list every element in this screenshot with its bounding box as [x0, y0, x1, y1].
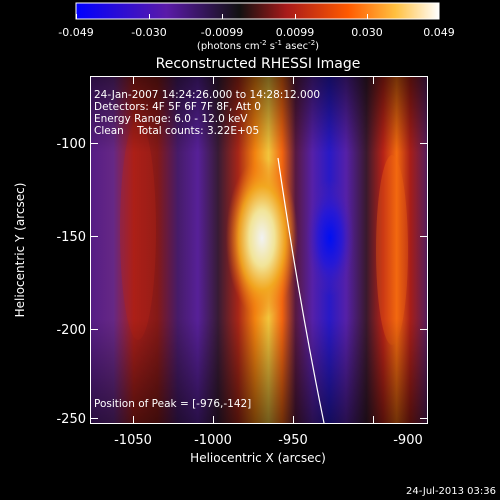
plot-title: Reconstructed RHESSI Image	[156, 56, 361, 72]
info-line: Clean Total counts: 3.22E+05	[94, 125, 259, 137]
info-block: 24-Jan-2007 14:24:26.000 to 14:28:12.000…	[94, 89, 320, 137]
info-line: Detectors: 4F 5F 6F 7F 8F, Att 0	[94, 101, 261, 113]
x-axis-label: Heliocentric X (arcsec)	[190, 451, 326, 465]
x-tick-label: -1050	[114, 433, 152, 448]
x-tick-label: -900	[393, 433, 423, 448]
colorbar-gradient	[75, 2, 440, 20]
y-tick-label: -100	[56, 137, 86, 152]
info-line: 24-Jan-2007 14:24:26.000 to 14:28:12.000	[94, 89, 320, 101]
colorbar-tick-label: 0.0099	[276, 26, 315, 39]
colorbar-tick-label: 0.049	[423, 26, 455, 39]
rhessi-image	[90, 76, 427, 423]
x-tick-label: -1000	[194, 433, 232, 448]
colorbar-tick-label: 0.030	[351, 26, 383, 39]
y-ticks	[91, 143, 427, 419]
y-tick-label: -150	[56, 230, 86, 245]
colorbar-tick-label: -0.030	[131, 26, 166, 39]
footer-date: 24-Jul-2013 03:36	[406, 486, 496, 497]
solar-limb-line	[277, 157, 325, 423]
y-tick-label: -200	[56, 323, 86, 338]
x-tick-label: -950	[278, 433, 308, 448]
colorbar-unit-label: (photons cm-2 s-1 asec-2)	[197, 39, 319, 52]
plot-frame	[90, 76, 428, 424]
colorbar-tick-label: -0.049	[58, 26, 93, 39]
colorbar: -0.049 -0.030 -0.0099 0.0099 0.030 0.049…	[58, 2, 455, 52]
y-axis-label: Heliocentric Y (arcsec)	[13, 183, 27, 318]
colorbar-tick-label: -0.0099	[201, 26, 243, 39]
y-tick-label: -250	[56, 412, 86, 427]
info-line: Energy Range: 6.0 - 12.0 keV	[94, 113, 248, 125]
peak-position-label: Position of Peak = [-976,-142]	[94, 398, 251, 410]
x-ticks	[133, 77, 374, 423]
